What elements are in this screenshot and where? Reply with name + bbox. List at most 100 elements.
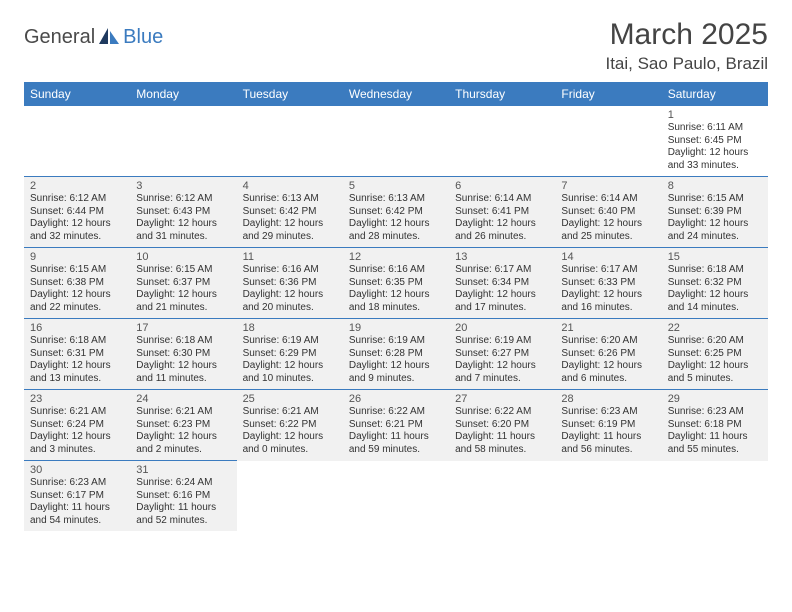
logo-text-blue: Blue xyxy=(123,26,163,49)
calendar-cell xyxy=(343,461,449,532)
day-number: 10 xyxy=(136,251,230,263)
day-number: 19 xyxy=(349,322,443,334)
day-detail: Sunrise: 6:13 AMSunset: 6:42 PMDaylight:… xyxy=(349,193,443,243)
day-detail: Sunrise: 6:18 AMSunset: 6:31 PMDaylight:… xyxy=(30,335,124,385)
calendar-cell: 4Sunrise: 6:13 AMSunset: 6:42 PMDaylight… xyxy=(237,177,343,248)
day-number: 2 xyxy=(30,180,124,192)
day-detail: Sunrise: 6:18 AMSunset: 6:30 PMDaylight:… xyxy=(136,335,230,385)
logo: General Blue xyxy=(24,26,163,49)
weekday-header: Sunday xyxy=(24,82,130,106)
day-detail: Sunrise: 6:22 AMSunset: 6:21 PMDaylight:… xyxy=(349,406,443,456)
calendar-cell: 25Sunrise: 6:21 AMSunset: 6:22 PMDayligh… xyxy=(237,390,343,461)
day-detail: Sunrise: 6:19 AMSunset: 6:28 PMDaylight:… xyxy=(349,335,443,385)
calendar-cell: 29Sunrise: 6:23 AMSunset: 6:18 PMDayligh… xyxy=(662,390,768,461)
day-detail: Sunrise: 6:13 AMSunset: 6:42 PMDaylight:… xyxy=(243,193,337,243)
calendar-row: 1Sunrise: 6:11 AMSunset: 6:45 PMDaylight… xyxy=(24,106,768,177)
day-detail: Sunrise: 6:21 AMSunset: 6:24 PMDaylight:… xyxy=(30,406,124,456)
calendar-cell xyxy=(449,106,555,177)
day-number: 15 xyxy=(668,251,762,263)
calendar-cell: 22Sunrise: 6:20 AMSunset: 6:25 PMDayligh… xyxy=(662,319,768,390)
day-detail: Sunrise: 6:24 AMSunset: 6:16 PMDaylight:… xyxy=(136,477,230,527)
calendar-cell: 2Sunrise: 6:12 AMSunset: 6:44 PMDaylight… xyxy=(24,177,130,248)
day-detail: Sunrise: 6:11 AMSunset: 6:45 PMDaylight:… xyxy=(668,122,762,172)
day-detail: Sunrise: 6:14 AMSunset: 6:41 PMDaylight:… xyxy=(455,193,549,243)
day-detail: Sunrise: 6:16 AMSunset: 6:35 PMDaylight:… xyxy=(349,264,443,314)
logo-sail-icon xyxy=(99,28,121,51)
day-number: 12 xyxy=(349,251,443,263)
weekday-header: Wednesday xyxy=(343,82,449,106)
day-number: 14 xyxy=(561,251,655,263)
day-detail: Sunrise: 6:23 AMSunset: 6:18 PMDaylight:… xyxy=(668,406,762,456)
calendar-cell: 5Sunrise: 6:13 AMSunset: 6:42 PMDaylight… xyxy=(343,177,449,248)
calendar-cell xyxy=(449,461,555,532)
calendar-cell: 23Sunrise: 6:21 AMSunset: 6:24 PMDayligh… xyxy=(24,390,130,461)
calendar-body: 1Sunrise: 6:11 AMSunset: 6:45 PMDaylight… xyxy=(24,106,768,531)
calendar-cell xyxy=(130,106,236,177)
day-number: 4 xyxy=(243,180,337,192)
day-number: 18 xyxy=(243,322,337,334)
day-number: 24 xyxy=(136,393,230,405)
calendar-cell: 21Sunrise: 6:20 AMSunset: 6:26 PMDayligh… xyxy=(555,319,661,390)
day-detail: Sunrise: 6:12 AMSunset: 6:44 PMDaylight:… xyxy=(30,193,124,243)
day-number: 5 xyxy=(349,180,443,192)
calendar-cell: 16Sunrise: 6:18 AMSunset: 6:31 PMDayligh… xyxy=(24,319,130,390)
day-number: 28 xyxy=(561,393,655,405)
calendar-cell: 8Sunrise: 6:15 AMSunset: 6:39 PMDaylight… xyxy=(662,177,768,248)
calendar-cell xyxy=(237,461,343,532)
calendar-cell: 18Sunrise: 6:19 AMSunset: 6:29 PMDayligh… xyxy=(237,319,343,390)
calendar-cell xyxy=(662,461,768,532)
calendar-cell: 9Sunrise: 6:15 AMSunset: 6:38 PMDaylight… xyxy=(24,248,130,319)
calendar-cell: 3Sunrise: 6:12 AMSunset: 6:43 PMDaylight… xyxy=(130,177,236,248)
calendar-cell: 7Sunrise: 6:14 AMSunset: 6:40 PMDaylight… xyxy=(555,177,661,248)
day-number: 17 xyxy=(136,322,230,334)
calendar-cell xyxy=(555,106,661,177)
day-number: 26 xyxy=(349,393,443,405)
weekday-header: Thursday xyxy=(449,82,555,106)
day-number: 20 xyxy=(455,322,549,334)
calendar-cell: 17Sunrise: 6:18 AMSunset: 6:30 PMDayligh… xyxy=(130,319,236,390)
day-detail: Sunrise: 6:21 AMSunset: 6:22 PMDaylight:… xyxy=(243,406,337,456)
day-detail: Sunrise: 6:20 AMSunset: 6:26 PMDaylight:… xyxy=(561,335,655,385)
calendar-cell: 30Sunrise: 6:23 AMSunset: 6:17 PMDayligh… xyxy=(24,461,130,532)
day-detail: Sunrise: 6:21 AMSunset: 6:23 PMDaylight:… xyxy=(136,406,230,456)
day-detail: Sunrise: 6:19 AMSunset: 6:29 PMDaylight:… xyxy=(243,335,337,385)
title-block: March 2025 Itai, Sao Paulo, Brazil xyxy=(605,18,768,74)
calendar-cell: 15Sunrise: 6:18 AMSunset: 6:32 PMDayligh… xyxy=(662,248,768,319)
logo-text-general: General xyxy=(24,26,95,49)
day-detail: Sunrise: 6:15 AMSunset: 6:38 PMDaylight:… xyxy=(30,264,124,314)
calendar-cell: 26Sunrise: 6:22 AMSunset: 6:21 PMDayligh… xyxy=(343,390,449,461)
calendar-cell xyxy=(24,106,130,177)
calendar-cell: 12Sunrise: 6:16 AMSunset: 6:35 PMDayligh… xyxy=(343,248,449,319)
day-number: 23 xyxy=(30,393,124,405)
day-number: 16 xyxy=(30,322,124,334)
day-number: 11 xyxy=(243,251,337,263)
calendar-cell: 11Sunrise: 6:16 AMSunset: 6:36 PMDayligh… xyxy=(237,248,343,319)
day-detail: Sunrise: 6:18 AMSunset: 6:32 PMDaylight:… xyxy=(668,264,762,314)
calendar-cell: 31Sunrise: 6:24 AMSunset: 6:16 PMDayligh… xyxy=(130,461,236,532)
calendar-cell xyxy=(343,106,449,177)
day-detail: Sunrise: 6:15 AMSunset: 6:37 PMDaylight:… xyxy=(136,264,230,314)
calendar-cell: 20Sunrise: 6:19 AMSunset: 6:27 PMDayligh… xyxy=(449,319,555,390)
calendar-cell: 13Sunrise: 6:17 AMSunset: 6:34 PMDayligh… xyxy=(449,248,555,319)
day-detail: Sunrise: 6:16 AMSunset: 6:36 PMDaylight:… xyxy=(243,264,337,314)
day-number: 3 xyxy=(136,180,230,192)
calendar-cell: 10Sunrise: 6:15 AMSunset: 6:37 PMDayligh… xyxy=(130,248,236,319)
calendar-row: 2Sunrise: 6:12 AMSunset: 6:44 PMDaylight… xyxy=(24,177,768,248)
day-detail: Sunrise: 6:22 AMSunset: 6:20 PMDaylight:… xyxy=(455,406,549,456)
calendar-cell: 14Sunrise: 6:17 AMSunset: 6:33 PMDayligh… xyxy=(555,248,661,319)
weekday-header: Monday xyxy=(130,82,236,106)
weekday-header: Saturday xyxy=(662,82,768,106)
calendar-row: 30Sunrise: 6:23 AMSunset: 6:17 PMDayligh… xyxy=(24,461,768,532)
weekday-header: Friday xyxy=(555,82,661,106)
day-detail: Sunrise: 6:14 AMSunset: 6:40 PMDaylight:… xyxy=(561,193,655,243)
day-number: 1 xyxy=(668,109,762,121)
day-number: 22 xyxy=(668,322,762,334)
header: General Blue March 2025 Itai, Sao Paulo,… xyxy=(24,18,768,74)
day-detail: Sunrise: 6:20 AMSunset: 6:25 PMDaylight:… xyxy=(668,335,762,385)
day-number: 7 xyxy=(561,180,655,192)
calendar-row: 16Sunrise: 6:18 AMSunset: 6:31 PMDayligh… xyxy=(24,319,768,390)
day-number: 8 xyxy=(668,180,762,192)
day-detail: Sunrise: 6:17 AMSunset: 6:33 PMDaylight:… xyxy=(561,264,655,314)
calendar-cell xyxy=(237,106,343,177)
calendar-row: 9Sunrise: 6:15 AMSunset: 6:38 PMDaylight… xyxy=(24,248,768,319)
